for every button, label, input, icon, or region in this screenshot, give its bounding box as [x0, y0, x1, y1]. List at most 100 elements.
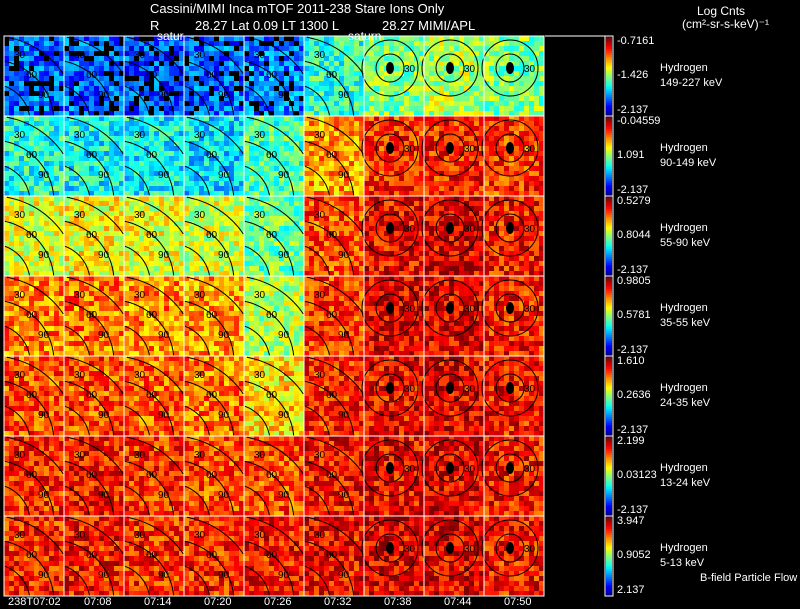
contour-label: 60: [86, 230, 98, 241]
heatmap-cell: [134, 131, 139, 136]
heatmap-cell: [119, 171, 124, 176]
heatmap-cell: [39, 241, 44, 246]
heatmap-cell: [59, 81, 64, 86]
heatmap-cell: [344, 61, 349, 66]
heatmap-cell: [99, 46, 104, 51]
heatmap-cell: [284, 101, 289, 106]
heatmap-cell: [174, 61, 179, 66]
heatmap-cell: [409, 261, 414, 266]
heatmap-cell: [359, 116, 364, 121]
heatmap-cell: [439, 216, 444, 221]
heatmap-cell: [484, 191, 489, 196]
heatmap-cell: [204, 236, 209, 241]
heatmap-cell: [74, 36, 79, 41]
heatmap-cell: [409, 101, 414, 106]
heatmap-cell: [319, 146, 324, 151]
heatmap-cell: [399, 246, 404, 251]
heatmap-cell: [259, 46, 264, 51]
heatmap-cell: [449, 216, 454, 221]
contour-line: [375, 53, 405, 83]
heatmap-cell: [214, 121, 219, 126]
heatmap-cell: [49, 196, 54, 201]
heatmap-cell: [219, 51, 224, 56]
heatmap-cell: [539, 116, 544, 121]
heatmap-cell: [244, 171, 249, 176]
heatmap-cell: [524, 106, 529, 111]
heatmap-cell: [279, 76, 284, 81]
heatmap-cell: [539, 76, 544, 81]
heatmap-cell: [134, 236, 139, 241]
heatmap-cell: [89, 221, 94, 226]
heatmap-cell: [109, 96, 114, 101]
heatmap-cell: [294, 146, 299, 151]
heatmap-cell: [264, 261, 269, 266]
heatmap-cell: [414, 51, 419, 56]
heatmap-cell: [124, 161, 129, 166]
heatmap-cell: [99, 231, 104, 236]
heatmap-cell: [154, 161, 159, 166]
heatmap-cell: [294, 91, 299, 96]
heatmap-cell: [114, 61, 119, 66]
heatmap-cell: [19, 41, 24, 46]
heatmap-cell: [294, 246, 299, 251]
heatmap-cell: [424, 126, 429, 131]
heatmap-cell: [294, 71, 299, 76]
heatmap-cell: [369, 241, 374, 246]
heatmap-cell: [189, 96, 194, 101]
heatmap-cell: [404, 121, 409, 126]
heatmap-cell: [229, 191, 234, 196]
heatmap-cell: [324, 66, 329, 71]
heatmap-cell: [164, 71, 169, 76]
heatmap-cell: [169, 81, 174, 86]
heatmap-cell: [54, 206, 59, 211]
heatmap-cell: [494, 91, 499, 96]
heatmap-cell: [274, 256, 279, 261]
heatmap-cell: [244, 86, 249, 91]
heatmap-cell: [219, 36, 224, 41]
heatmap-cell: [304, 66, 309, 71]
heatmap-cell: [19, 46, 24, 51]
heatmap-cell: [194, 181, 199, 186]
contour-line: [244, 220, 295, 276]
heatmap-cell: [394, 251, 399, 256]
heatmap-cell: [504, 96, 509, 101]
heatmap-cell: [394, 261, 399, 266]
heatmap-cell: [204, 91, 209, 96]
heatmap-cell: [304, 41, 309, 46]
heatmap-cell: [279, 186, 284, 191]
heatmap-cell: [399, 226, 404, 231]
heatmap-cell: [364, 136, 369, 141]
heatmap-cell: [459, 136, 464, 141]
heatmap-cell: [54, 126, 59, 131]
heatmap-cell: [449, 206, 454, 211]
heatmap-cell: [529, 151, 534, 156]
heatmap-cell: [24, 251, 29, 256]
heatmap-cell: [294, 131, 299, 136]
heatmap-cell: [419, 216, 424, 221]
heatmap-cell: [129, 146, 134, 151]
heatmap-cell: [389, 216, 394, 221]
heatmap-cell: [49, 166, 54, 171]
heatmap-cell: [229, 121, 234, 126]
heatmap-cell: [409, 236, 414, 241]
heatmap-cell: [169, 126, 174, 131]
heatmap-cell: [349, 266, 354, 271]
heatmap-cell: [404, 96, 409, 101]
heatmap-cell: [239, 211, 244, 216]
heatmap-cell: [84, 111, 89, 116]
heatmap-cell: [119, 206, 124, 211]
heatmap-cell: [394, 81, 399, 86]
heatmap-cell: [439, 206, 444, 211]
heatmap-cell: [254, 86, 259, 91]
heatmap-cell: [199, 266, 204, 271]
heatmap-cell: [319, 136, 324, 141]
heatmap-cell: [394, 61, 399, 66]
heatmap-cell: [4, 186, 9, 191]
heatmap-cell: [144, 261, 149, 266]
heatmap-cell: [219, 196, 224, 201]
heatmap-cell: [149, 121, 154, 126]
heatmap-cell: [479, 151, 484, 156]
heatmap-cell: [44, 271, 49, 276]
